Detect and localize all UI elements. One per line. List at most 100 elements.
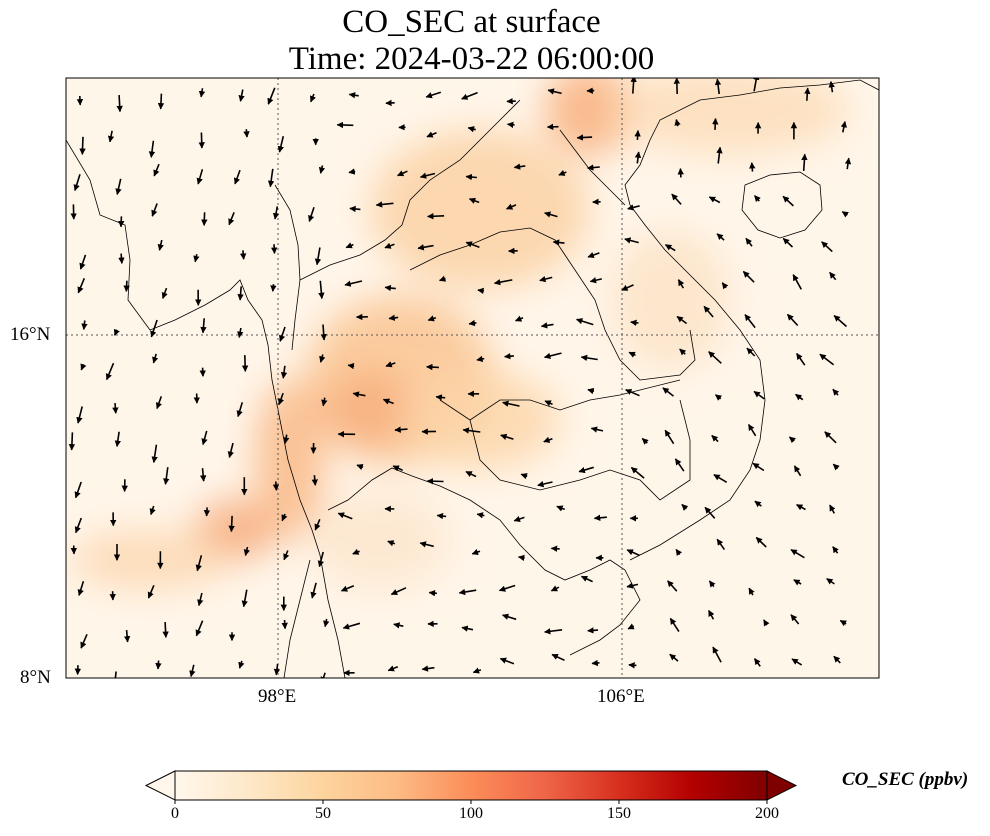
wind-arrow: [712, 117, 719, 130]
wind-arrow: [551, 653, 565, 662]
wind-arrow: [277, 136, 285, 153]
wind-arrow: [468, 319, 477, 327]
wind-arrow: [628, 351, 636, 358]
wind-arrow: [673, 78, 681, 95]
lat-label-16n: 16°N: [10, 324, 51, 345]
wind-arrow: [833, 314, 848, 328]
wind-arrow: [465, 470, 477, 478]
wind-arrow: [575, 318, 594, 326]
wind-arrow: [786, 313, 799, 327]
wind-arrow: [499, 657, 515, 665]
wind-arrow: [513, 515, 525, 522]
wind-arrow: [150, 319, 158, 338]
wind-arrow: [272, 206, 280, 220]
wind-arrow: [318, 165, 326, 174]
wind-arrow: [502, 400, 520, 407]
wind-arrow: [641, 437, 649, 445]
wind-arrow: [674, 118, 681, 127]
wind-arrow: [163, 467, 170, 485]
wind-arrow: [796, 503, 806, 511]
wind-arrow: [419, 541, 434, 548]
wind-arrow: [147, 584, 155, 599]
wind-arrow: [238, 660, 245, 669]
wind-arrow: [461, 625, 474, 632]
wind-arrow: [677, 279, 685, 289]
wind-arrow: [824, 431, 837, 444]
wind-arrow: [314, 247, 322, 266]
wind-arrow: [397, 170, 408, 177]
wind-arrow: [233, 169, 241, 185]
wind-arrow: [161, 287, 168, 300]
wind-arrow: [476, 512, 485, 519]
wind-arrow: [504, 353, 514, 360]
wind-arrow: [746, 347, 756, 357]
wind-arrow: [626, 582, 639, 589]
wind-arrow: [427, 315, 437, 322]
wind-arrow: [281, 513, 288, 522]
wind-arrow: [591, 659, 600, 667]
wind-arrow: [465, 241, 480, 249]
wind-arrow: [747, 423, 757, 437]
wind-arrow: [671, 193, 682, 205]
wind-arrow: [426, 477, 444, 485]
colorbar-tick-200: 200: [755, 805, 779, 822]
wind-arrow: [462, 427, 481, 434]
wind-arrow: [309, 93, 316, 103]
wind-arrow: [465, 173, 477, 181]
wind-arrow: [544, 211, 558, 218]
wind-arrow: [189, 664, 196, 678]
wind-arrow: [375, 201, 394, 208]
wind-arrow: [426, 131, 437, 138]
wind-arrow: [199, 468, 207, 482]
wind-arrow: [744, 314, 756, 329]
wind-arrow: [676, 315, 688, 325]
wind-arrow: [81, 320, 88, 331]
wind-arrow: [515, 315, 524, 322]
wind-arrow: [679, 348, 687, 356]
wind-arrow: [749, 162, 756, 172]
map-plot-area: [65, 77, 880, 679]
wind-arrow: [625, 388, 640, 397]
wind-arrow: [501, 613, 517, 621]
wind-arrow: [116, 95, 123, 113]
wind-arrow: [844, 157, 852, 170]
wind-arrow: [552, 239, 565, 246]
wind-arrow: [273, 663, 281, 676]
wind-arrow: [384, 242, 395, 249]
wind-arrow: [281, 619, 288, 630]
wind-arrow: [708, 580, 716, 588]
wind-arrow: [745, 237, 753, 247]
wind-arrow: [832, 388, 840, 396]
wind-arrow: [840, 120, 847, 133]
colorbar-extend-low: [144, 770, 176, 801]
wind-arrow: [243, 129, 250, 138]
wind-arrow: [196, 169, 204, 185]
colorbar-tick-50: 50: [315, 805, 331, 822]
wind-arrow: [419, 172, 436, 179]
wind-arrow: [114, 431, 121, 448]
wind-arrow: [280, 365, 288, 379]
wind-arrow: [517, 554, 525, 562]
wind-arrow: [200, 318, 207, 334]
wind-arrow: [348, 168, 356, 175]
wind-arrow: [115, 178, 122, 196]
wind-arrow: [748, 587, 755, 596]
wind-arrow: [742, 270, 755, 283]
wind-arrow: [832, 463, 840, 471]
wind-arrow: [320, 324, 327, 341]
wind-arrow: [578, 466, 594, 474]
wind-arrow: [804, 87, 811, 101]
wind-arrow: [829, 504, 836, 514]
wind-arrow: [237, 327, 244, 339]
wind-arrow: [318, 280, 325, 300]
wind-arrow: [558, 169, 567, 176]
wind-arrow: [311, 475, 318, 486]
wind-arrow: [714, 394, 723, 401]
wind-arrow: [435, 394, 446, 401]
wind-arrow: [755, 536, 767, 548]
wind-arrow: [73, 173, 81, 192]
wind-arrow: [77, 581, 85, 597]
wind-arrow: [310, 582, 317, 599]
lon-label-106e: 106°E: [597, 686, 645, 707]
